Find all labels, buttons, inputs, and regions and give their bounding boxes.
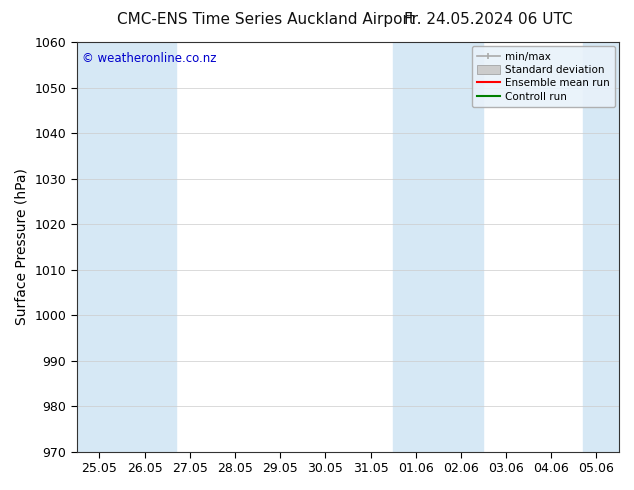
Text: CMC-ENS Time Series Auckland Airport: CMC-ENS Time Series Auckland Airport (117, 12, 415, 27)
Y-axis label: Surface Pressure (hPa): Surface Pressure (hPa) (15, 169, 29, 325)
Bar (583, 42, 619, 452)
Legend: min/max, Standard deviation, Ensemble mean run, Controll run: min/max, Standard deviation, Ensemble me… (472, 46, 615, 107)
Bar (77, 42, 176, 452)
Text: Fr. 24.05.2024 06 UTC: Fr. 24.05.2024 06 UTC (404, 12, 573, 27)
Text: © weatheronline.co.nz: © weatheronline.co.nz (82, 52, 217, 65)
Bar (393, 42, 484, 452)
